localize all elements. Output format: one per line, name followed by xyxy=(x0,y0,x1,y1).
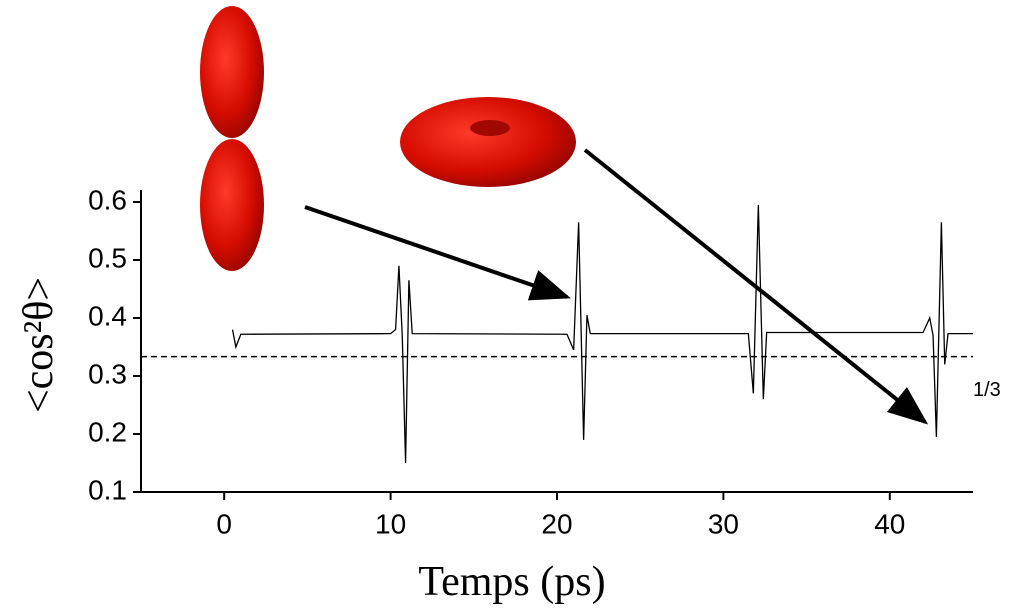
reference-label: 1/3 xyxy=(973,379,1001,401)
y-tick-label: 0.5 xyxy=(88,242,127,273)
lobe xyxy=(200,6,264,138)
y-tick-label: 0.4 xyxy=(88,300,127,331)
y-tick-label: 0.3 xyxy=(88,358,127,389)
x-tick-label: 30 xyxy=(708,508,739,539)
data-line xyxy=(231,204,973,464)
y-axis-label: <cos²θ> xyxy=(16,277,62,413)
lobe xyxy=(200,139,264,271)
x-axis-label: Temps (ps) xyxy=(418,559,605,605)
molecule-illustrations xyxy=(200,6,929,425)
arrow xyxy=(304,205,571,301)
x-tick-label: 40 xyxy=(874,508,905,539)
y-tick-label: 0.2 xyxy=(88,416,127,447)
x-tick-label: 0 xyxy=(216,508,232,539)
y-tick-label: 0.6 xyxy=(88,184,127,215)
torus xyxy=(400,97,576,187)
y-tick-label: 0.1 xyxy=(88,474,127,505)
x-tick-label: 10 xyxy=(375,508,406,539)
torus-hole xyxy=(470,120,510,136)
x-tick-label: 20 xyxy=(541,508,572,539)
arrow xyxy=(583,148,929,425)
